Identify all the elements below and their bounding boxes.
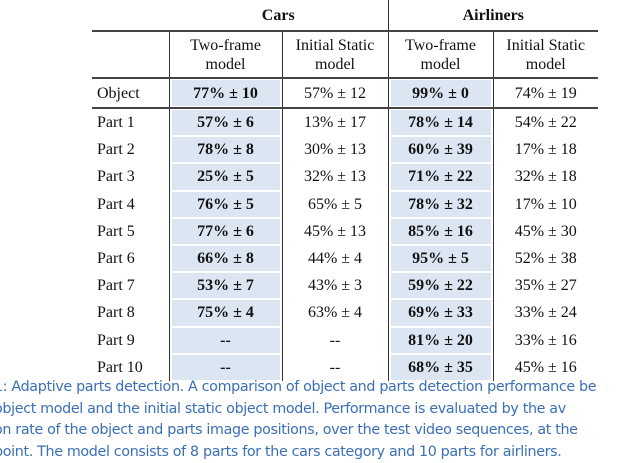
cell: 45% ± 13 [282,218,388,245]
row-label: Object [92,78,169,108]
highlighted-cell: -- [169,327,282,354]
highlighted-cell: 69% ± 33 [388,299,493,326]
row-label: Part 4 [92,191,169,218]
cell: 30% ± 13 [282,136,388,163]
row-label: Part 8 [92,299,169,326]
row-label: Part 2 [92,136,169,163]
highlighted-cell: 95% ± 5 [388,245,493,272]
highlighted-cell: 78% ± 32 [388,191,493,218]
cell: 32% ± 13 [282,163,388,190]
cell: 45% ± 30 [493,218,598,245]
column-header: Initial Static model [493,31,598,78]
highlighted-cell: 57% ± 6 [169,108,282,136]
cell: 44% ± 4 [282,245,388,272]
cell: 57% ± 12 [282,78,388,108]
cell: 52% ± 38 [493,245,598,272]
highlighted-cell: 78% ± 14 [388,108,493,136]
row-label: Part 6 [92,245,169,272]
cell: -- [282,327,388,354]
cell: 17% ± 18 [493,136,598,163]
caption-line: point. The model consists of 8 parts for… [0,442,640,463]
cell: 65% ± 5 [282,191,388,218]
highlighted-cell: 66% ± 8 [169,245,282,272]
highlighted-cell: 71% ± 22 [388,163,493,190]
column-header: Two-frame model [388,31,493,78]
highlighted-cell: 75% ± 4 [169,299,282,326]
row-label: Part 9 [92,327,169,354]
highlighted-cell: 78% ± 8 [169,136,282,163]
column-header: Two-frame model [169,31,282,78]
highlighted-cell: 25% ± 5 [169,163,282,190]
table-caption: 1: Adaptive parts detection. A compariso… [0,377,640,463]
cell: 32% ± 18 [493,163,598,190]
highlighted-cell: 81% ± 20 [388,327,493,354]
highlighted-cell: 53% ± 7 [169,272,282,299]
highlighted-cell: 77% ± 10 [169,78,282,108]
cell: 43% ± 3 [282,272,388,299]
highlighted-cell: 60% ± 39 [388,136,493,163]
highlighted-cell: 85% ± 16 [388,218,493,245]
cell: 33% ± 24 [493,299,598,326]
row-label: Part 1 [92,108,169,136]
highlighted-cell: 59% ± 22 [388,272,493,299]
row-label: Part 7 [92,272,169,299]
corner-cell [92,31,169,78]
cell: 35% ± 27 [493,272,598,299]
cell: 33% ± 16 [493,327,598,354]
highlighted-cell: 77% ± 6 [169,218,282,245]
group-header-cars: Cars [169,0,388,31]
caption-line: object model and the initial static obje… [0,399,640,421]
group-header-airliners: Airliners [388,0,598,31]
highlighted-cell: 99% ± 0 [388,78,493,108]
row-label: Part 5 [92,218,169,245]
caption-line: 1: Adaptive parts detection. A compariso… [0,377,640,399]
cell: 54% ± 22 [493,108,598,136]
row-label: Part 3 [92,163,169,190]
column-header: Initial Static model [282,31,388,78]
highlighted-cell: 76% ± 5 [169,191,282,218]
cell: 74% ± 19 [493,78,598,108]
cell: 17% ± 10 [493,191,598,218]
cell: 63% ± 4 [282,299,388,326]
cell: 13% ± 17 [282,108,388,136]
caption-line: on rate of the object and parts image po… [0,420,640,442]
